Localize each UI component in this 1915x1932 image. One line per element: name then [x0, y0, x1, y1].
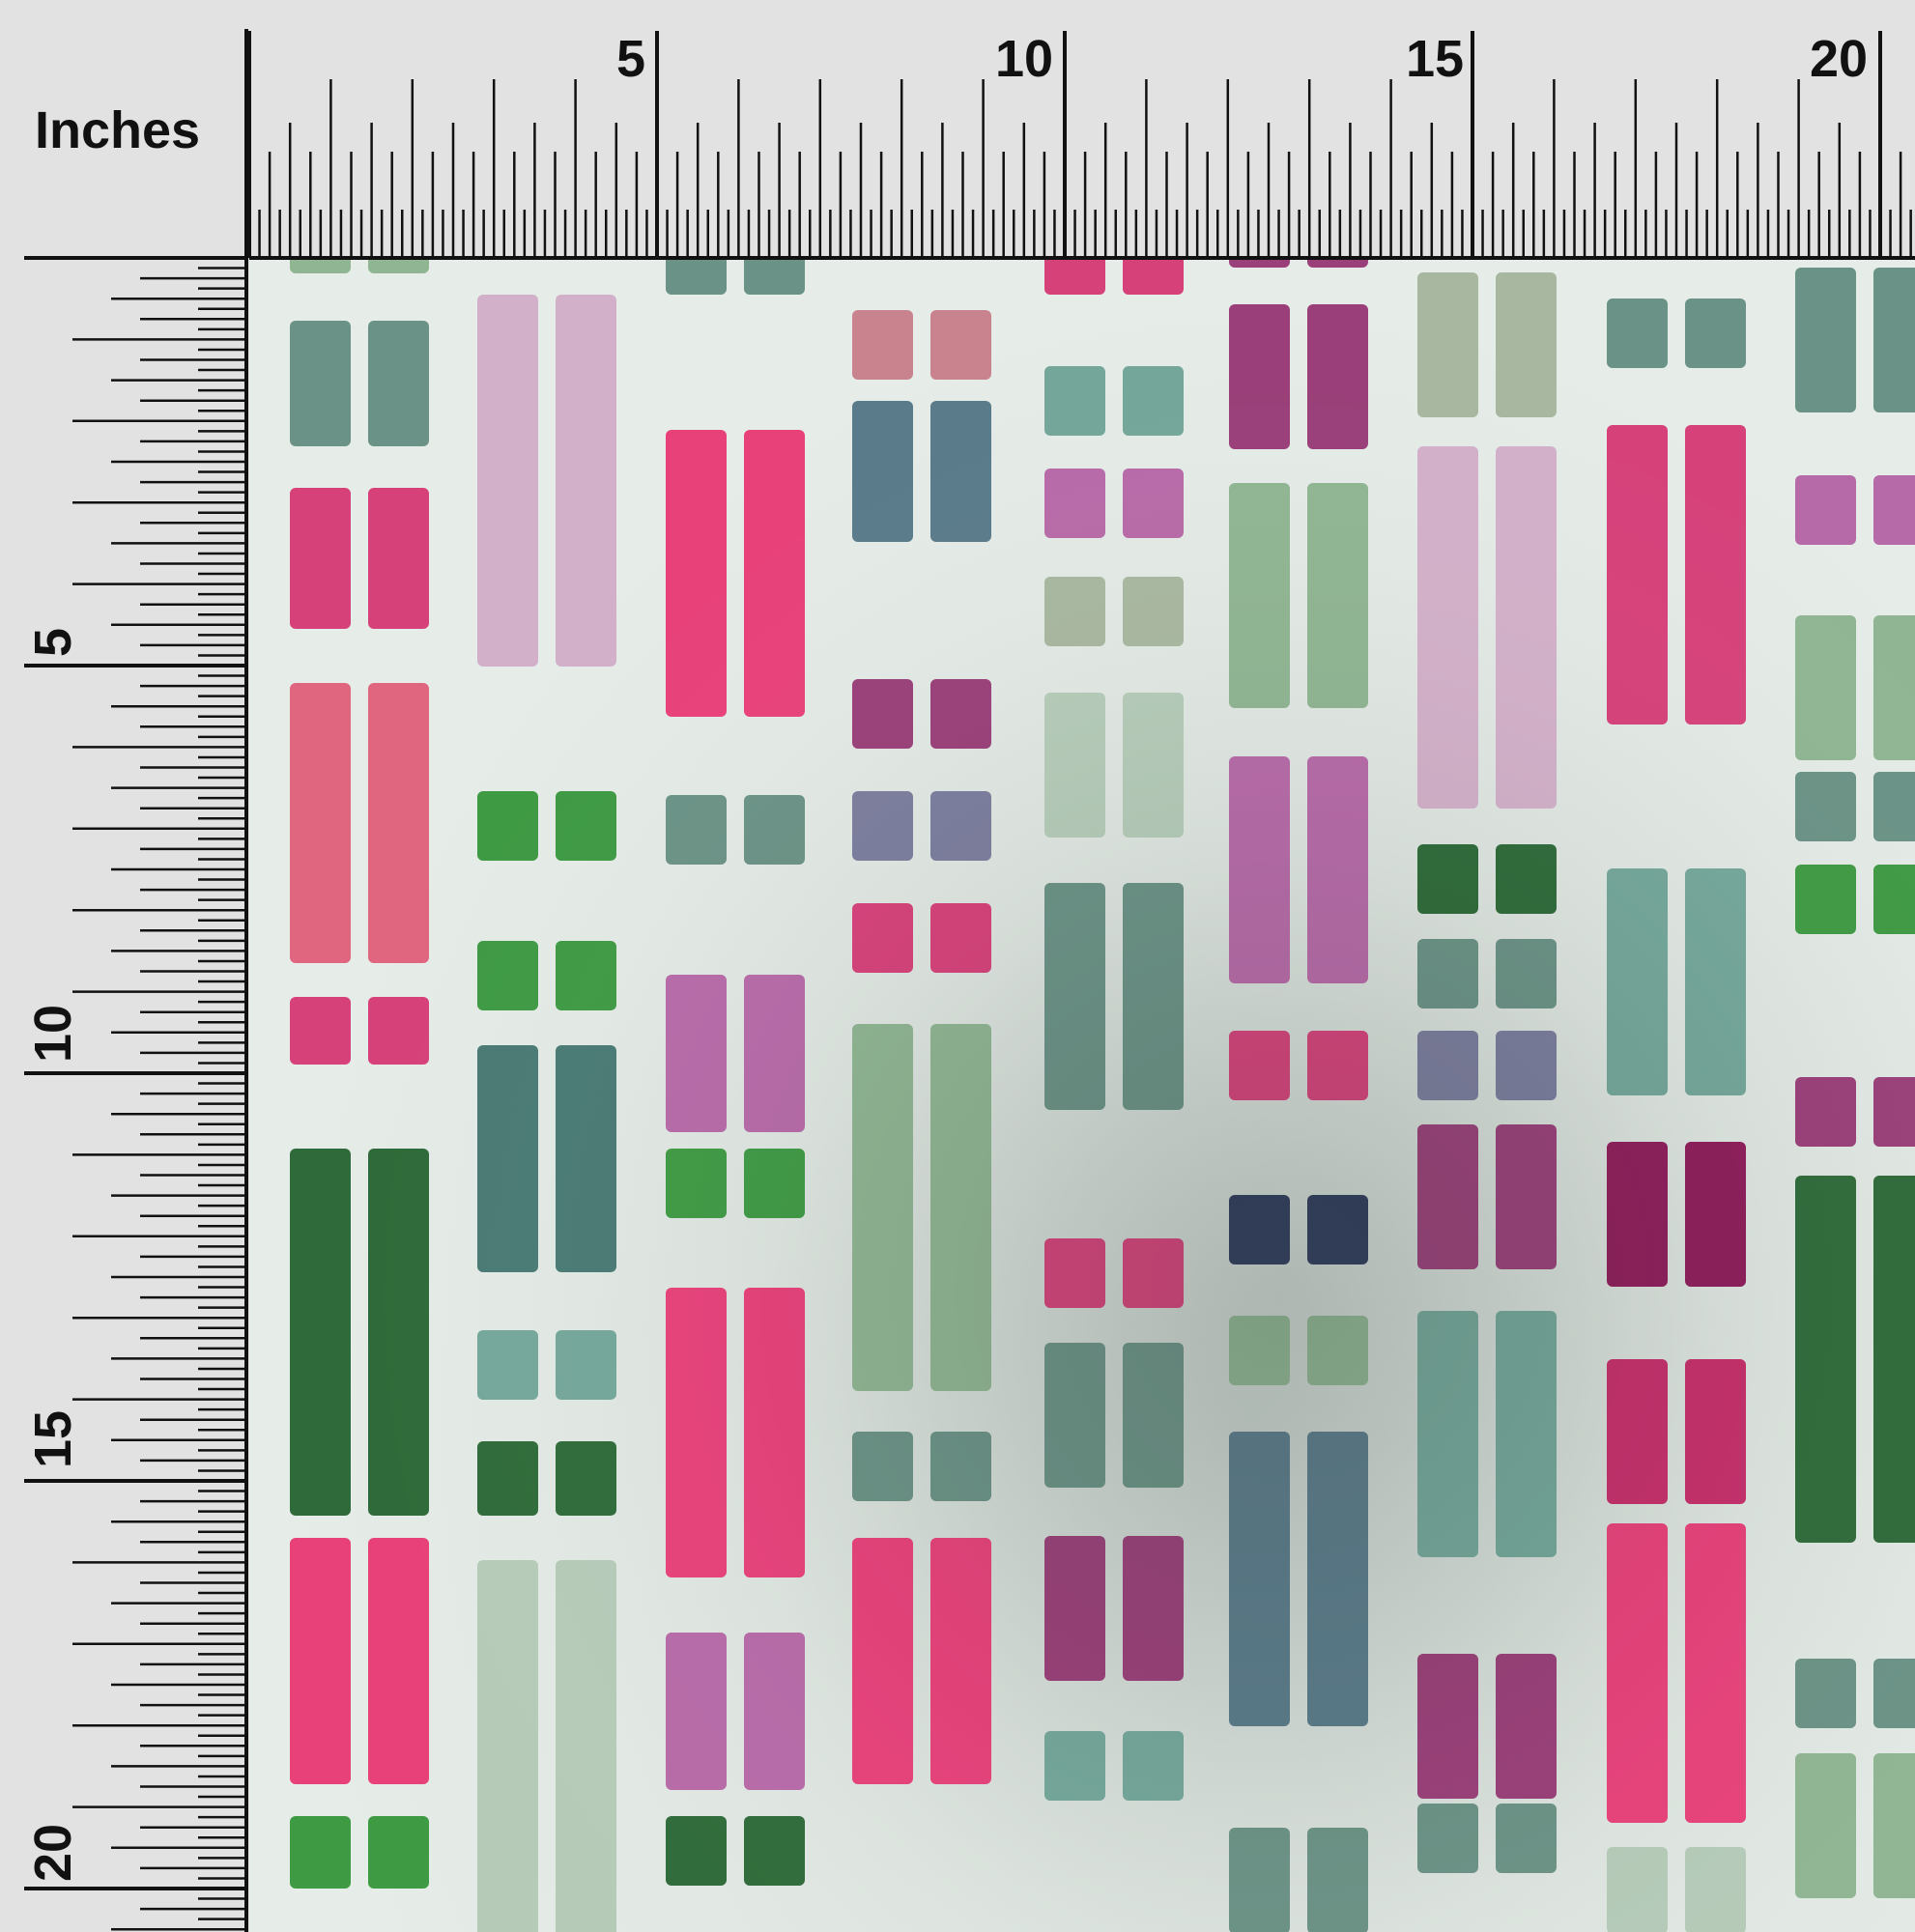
left-ruler-number-15: 15 [24, 1409, 82, 1468]
geometric-pattern [249, 258, 1915, 1932]
top-ruler-number-20: 20 [1810, 30, 1869, 88]
top-ruler-number-15: 15 [1406, 30, 1465, 88]
left-ruler-number-10: 10 [24, 1004, 82, 1063]
left-ruler-number-5: 5 [24, 627, 82, 657]
top-ruler-number-10: 10 [995, 30, 1054, 88]
fabric-print-area [249, 258, 1915, 1932]
fabric-fold-shading [249, 258, 1915, 1932]
top-ruler-number-5: 5 [616, 30, 646, 88]
left-ruler-number-20: 20 [24, 1823, 82, 1882]
units-label: Inches [35, 101, 201, 159]
